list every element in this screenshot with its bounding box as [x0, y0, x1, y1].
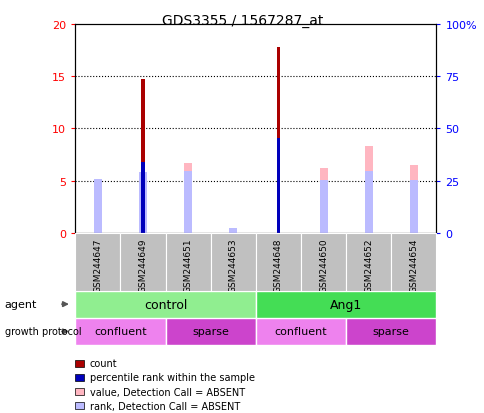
Text: sparse: sparse [372, 326, 409, 337]
Bar [346, 318, 436, 345]
Bar [93, 179, 102, 233]
Bar [165, 233, 210, 291]
Text: value, Detection Call = ABSENT: value, Detection Call = ABSENT [90, 387, 244, 396]
Bar [229, 228, 237, 233]
Bar [183, 172, 192, 233]
Text: control: control [144, 298, 187, 311]
Text: percentile rank within the sample: percentile rank within the sample [90, 373, 254, 382]
Bar [276, 138, 280, 233]
Bar [75, 291, 256, 318]
Bar [183, 164, 192, 233]
Text: GSM244649: GSM244649 [138, 238, 147, 292]
Text: growth protocol: growth protocol [5, 327, 81, 337]
Text: GSM244652: GSM244652 [363, 238, 373, 292]
Bar [138, 173, 147, 233]
Bar [141, 80, 144, 233]
Bar [75, 318, 165, 345]
Bar [364, 147, 372, 233]
Text: Ang1: Ang1 [330, 298, 362, 311]
Bar [364, 172, 372, 233]
Bar [210, 233, 256, 291]
Bar [319, 180, 327, 233]
Text: confluent: confluent [94, 326, 146, 337]
Bar [346, 233, 391, 291]
Bar [120, 233, 165, 291]
Bar [256, 318, 346, 345]
Bar [165, 318, 256, 345]
Text: agent: agent [5, 299, 37, 309]
Text: GDS3355 / 1567287_at: GDS3355 / 1567287_at [162, 14, 322, 28]
Bar [409, 166, 417, 233]
Text: GSM244654: GSM244654 [408, 238, 418, 292]
Bar [276, 48, 280, 233]
Text: GSM244653: GSM244653 [228, 238, 237, 292]
Bar [75, 233, 120, 291]
Bar [256, 291, 436, 318]
Text: rank, Detection Call = ABSENT: rank, Detection Call = ABSENT [90, 401, 240, 411]
Bar [93, 179, 102, 233]
Bar [409, 180, 417, 233]
Text: GSM244647: GSM244647 [93, 238, 102, 292]
Text: GSM244650: GSM244650 [318, 238, 327, 292]
Text: count: count [90, 358, 117, 368]
Text: GSM244648: GSM244648 [273, 238, 282, 292]
Bar [391, 233, 436, 291]
Text: confluent: confluent [274, 326, 327, 337]
Bar [319, 169, 327, 233]
Bar [141, 162, 144, 233]
Text: sparse: sparse [192, 326, 228, 337]
Text: GSM244651: GSM244651 [183, 238, 192, 292]
Bar [301, 233, 346, 291]
Bar [256, 233, 301, 291]
